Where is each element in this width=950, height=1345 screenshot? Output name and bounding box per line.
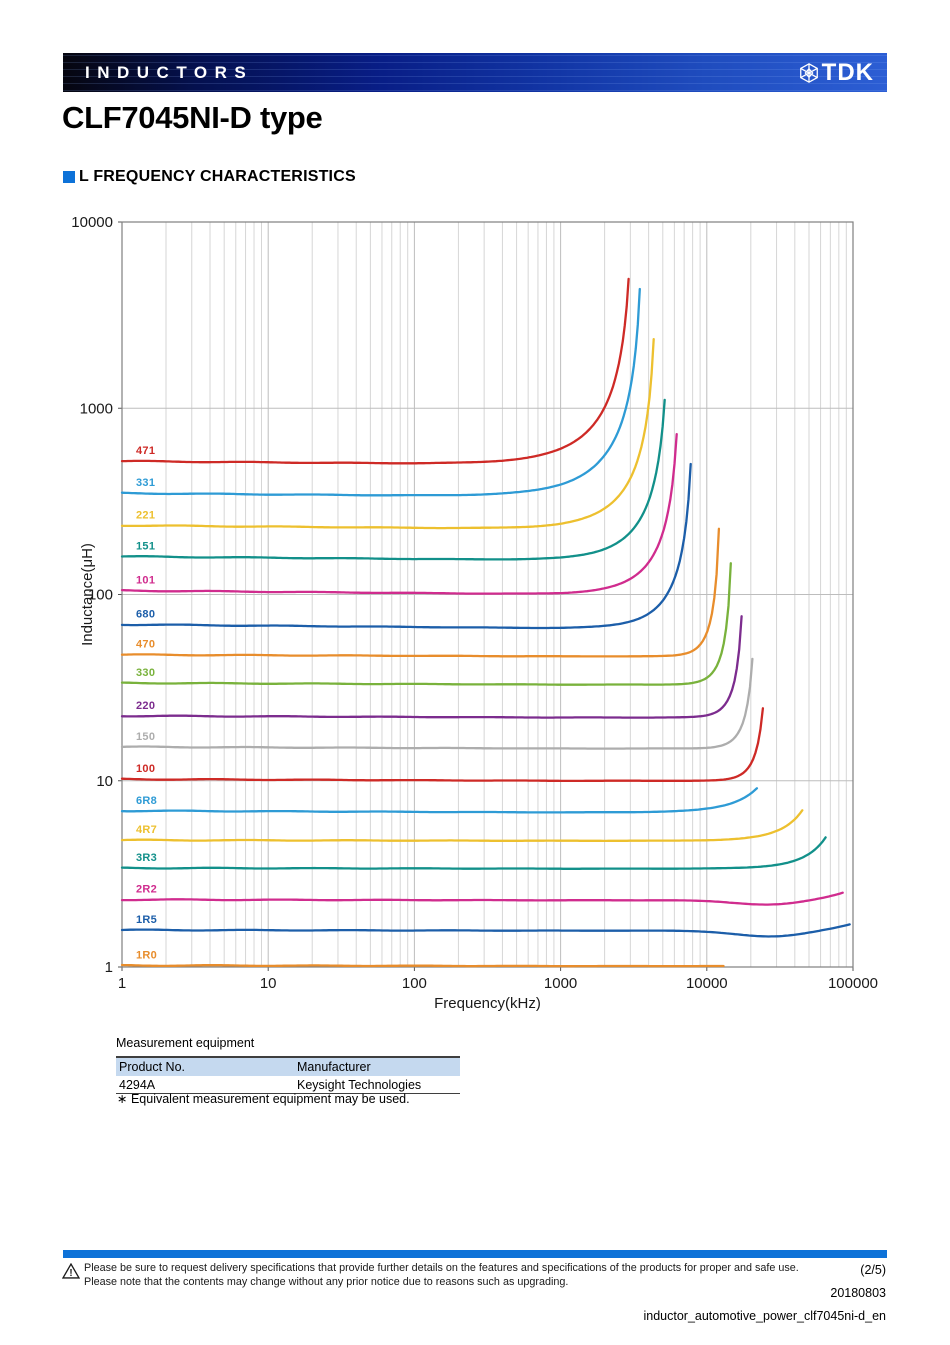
series-label-470: 470	[136, 639, 155, 651]
curve-471	[120, 277, 630, 465]
curve-101	[120, 433, 678, 595]
x-tick-label: 100000	[828, 975, 878, 992]
y-tick-label: 10000	[71, 214, 113, 231]
series-label-1R5: 1R5	[136, 914, 157, 926]
curve-1R5	[120, 923, 851, 938]
section-bullet-icon	[63, 171, 75, 183]
section-header: L FREQUENCY CHARACTERISTICS	[63, 168, 356, 186]
x-axis-title: Frequency(kHz)	[434, 995, 541, 1012]
header-bar: INDUCTORS TDK	[63, 53, 887, 92]
series-label-6R8: 6R8	[136, 795, 157, 807]
curve-4R7	[120, 809, 804, 843]
x-tick-label: 10000	[686, 975, 728, 992]
equipment-col-manufacturer: Manufacturer	[294, 1056, 460, 1076]
series-label-4R7: 4R7	[136, 824, 157, 836]
series-label-330: 330	[136, 667, 155, 679]
tdk-logo: TDK	[798, 53, 874, 92]
curve-151	[120, 398, 666, 561]
series-label-101: 101	[136, 575, 155, 587]
series-label-221: 221	[136, 509, 155, 521]
curve-330	[120, 562, 732, 686]
document-id: inductor_automotive_power_clf7045ni-d_en	[643, 1309, 886, 1323]
series-label-3R3: 3R3	[136, 852, 157, 864]
curve-331	[120, 287, 641, 497]
y-tick-label: 100	[88, 587, 113, 604]
x-tick-label: 1	[118, 975, 126, 992]
curve-3R3	[120, 836, 827, 870]
series-label-150: 150	[136, 731, 155, 743]
curve-221	[120, 338, 655, 530]
table-row: 4294A Keysight Technologies	[116, 1076, 460, 1094]
series-label-100: 100	[136, 763, 155, 775]
y-tick-label: 1000	[80, 400, 113, 417]
warning-icon: !	[62, 1263, 80, 1279]
footer-disclaimer-line1: Please be sure to request delivery speci…	[84, 1262, 799, 1274]
curve-680	[120, 462, 692, 630]
series-label-1R0: 1R0	[136, 949, 157, 961]
x-tick-label: 100	[402, 975, 427, 992]
tdk-logo-text: TDK	[821, 59, 874, 86]
series-label-151: 151	[136, 540, 155, 552]
equipment-note: ∗ Equivalent measurement equipment may b…	[117, 1092, 410, 1106]
page-number: (2/5)	[860, 1263, 886, 1277]
y-axis-title: Inductance(μH)	[79, 543, 96, 646]
curve-6R8	[120, 787, 759, 814]
section-title: L FREQUENCY CHARACTERISTICS	[79, 168, 356, 185]
series-label-220: 220	[136, 700, 155, 712]
equipment-header-row: Product No. Manufacturer	[116, 1056, 460, 1076]
page-title: CLF7045NI-D type	[62, 100, 323, 135]
equipment-product-no: 4294A	[116, 1076, 294, 1094]
footer-disclaimer-line2: Please note that the contents may change…	[84, 1275, 569, 1288]
footer-disclaimer: Please be sure to request delivery speci…	[84, 1262, 804, 1289]
x-tick-label: 1000	[544, 975, 577, 992]
equipment-col-product: Product No.	[116, 1056, 294, 1076]
chart-axis-ticks	[118, 221, 854, 971]
series-label-2R2: 2R2	[136, 884, 157, 896]
x-tick-label: 10	[260, 975, 277, 992]
footer-divider-bar	[63, 1250, 887, 1258]
chart-axis-labels: 1 10 100 1000 10000 100000 1 10 100 1000 10000 Freq…	[71, 214, 878, 1012]
chart-series	[120, 277, 851, 968]
equipment-table: Product No. Manufacturer 4294A Keysight …	[116, 1056, 460, 1094]
footer-date: 20180803	[830, 1286, 886, 1300]
curve-100	[120, 707, 765, 783]
l-frequency-chart: 4713312211511016804703302201501006R84R73…	[71, 214, 878, 1012]
equipment-caption: Measurement equipment	[116, 1036, 255, 1050]
curve-470	[120, 527, 721, 658]
equipment-manufacturer: Keysight Technologies	[294, 1076, 460, 1094]
curve-220	[120, 615, 743, 719]
series-label-471: 471	[136, 445, 155, 457]
curve-2R2	[120, 891, 844, 906]
curve-150	[120, 657, 754, 750]
y-tick-label: 1	[105, 959, 113, 976]
chart-series-labels: 471 331 221 151 101 680 470 330 220 150 100 6R8 4R7 3…	[136, 445, 157, 961]
y-tick-label: 10	[96, 773, 113, 790]
curve-1R0	[120, 963, 725, 968]
tdk-emblem-icon	[799, 62, 818, 83]
series-label-680: 680	[136, 609, 155, 621]
svg-text:!: !	[69, 1268, 72, 1279]
category-label: INDUCTORS	[85, 63, 254, 82]
series-label-331: 331	[136, 477, 155, 489]
